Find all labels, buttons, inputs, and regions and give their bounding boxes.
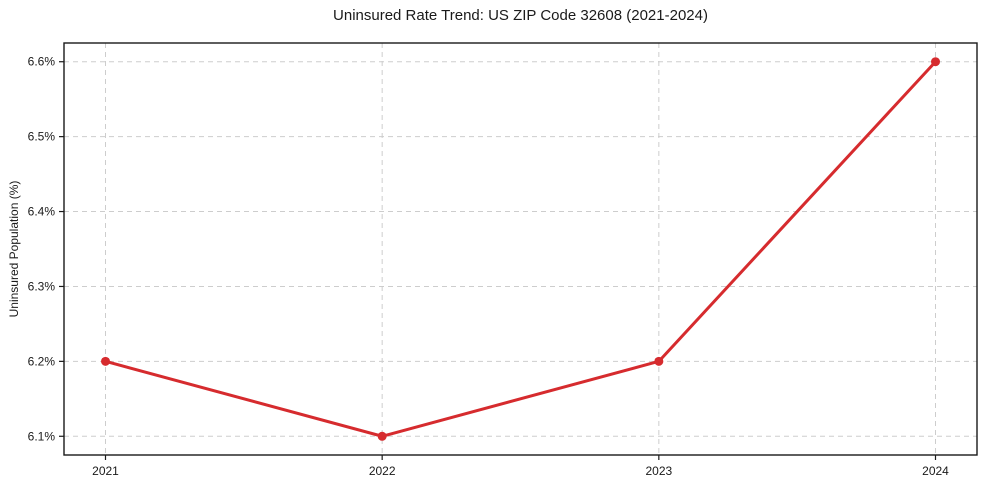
y-tick-label: 6.3% xyxy=(28,279,56,293)
data-point-marker xyxy=(377,431,387,441)
y-tick-label: 6.1% xyxy=(28,429,56,443)
y-tick-label: 6.2% xyxy=(28,354,56,368)
x-tick-label: 2022 xyxy=(369,464,396,478)
x-tick-label: 2021 xyxy=(92,464,119,478)
x-tick-label: 2023 xyxy=(645,464,672,478)
data-point-marker xyxy=(101,356,110,366)
data-point-marker xyxy=(931,57,940,67)
trend-line xyxy=(104,60,937,438)
x-tick-label: 2024 xyxy=(922,464,949,478)
data-point-marker xyxy=(654,356,664,366)
plot-border xyxy=(63,42,978,456)
y-tick-label: 6.5% xyxy=(28,130,56,144)
y-tick-label: 6.6% xyxy=(28,55,56,69)
y-tick-label: 6.4% xyxy=(28,205,56,219)
chart-title: Uninsured Rate Trend: US ZIP Code 32608 … xyxy=(333,7,708,24)
